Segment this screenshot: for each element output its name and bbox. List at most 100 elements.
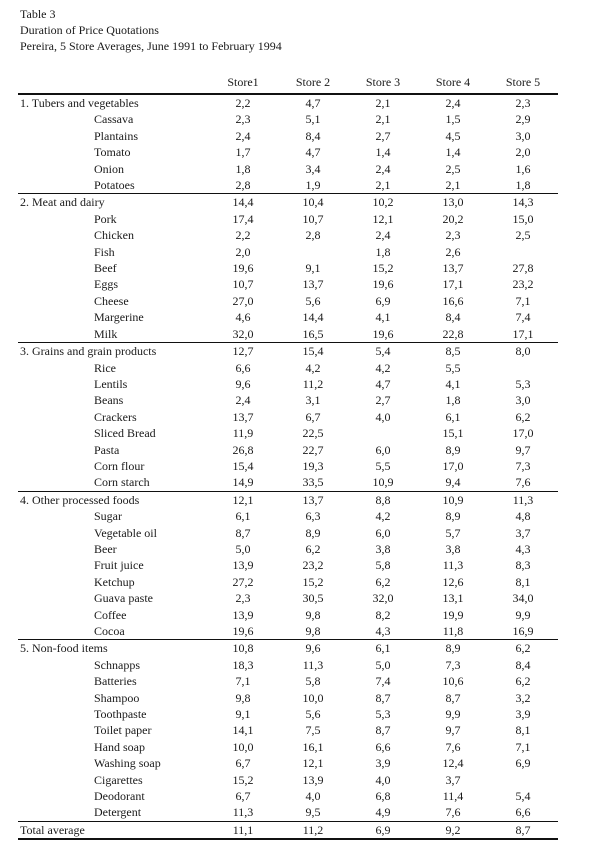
value-cell: 11,2: [278, 820, 348, 841]
item-row: Cocoa 19,6 9,8 4,3 11,8 16,9: [18, 623, 558, 640]
value-cell: 3,0: [515, 393, 531, 408]
value-cell: 34,0: [512, 591, 534, 606]
value-cell: [488, 360, 558, 376]
value-cell: 4,3: [375, 624, 391, 638]
value-cell: 4,3: [515, 541, 531, 556]
value-cell: 2,3: [488, 93, 558, 112]
value-cell: 8,1: [515, 574, 531, 589]
value-cell: 17,0: [442, 458, 464, 473]
value-cell: 3,1: [305, 393, 321, 408]
value-cell: 4,1: [445, 376, 461, 391]
value-cell: 20,2: [442, 211, 464, 226]
table-title: Duration of Price Quotations: [20, 23, 159, 37]
row-label: Tomato: [94, 145, 131, 160]
value-cell: 9,5: [305, 805, 321, 820]
value-cell: 10,9: [418, 490, 488, 509]
column-header: Store 5: [488, 68, 558, 95]
value-cell: 4,8: [515, 509, 531, 524]
value-cell: 7,4: [515, 310, 531, 325]
item-row: Ketchup 27,2 15,2 6,2 12,6 8,1: [18, 574, 558, 590]
value-cell: 10,2: [348, 193, 418, 211]
value-cell: 16,1: [302, 739, 324, 754]
value-cell: 13,7: [302, 277, 324, 292]
value-cell: 9,6: [278, 639, 348, 657]
item-row: Deodorant 6,7 4,0 6,8 11,4 5,4: [18, 788, 558, 804]
value-cell: 11,2: [302, 376, 324, 391]
row-label: Sliced Bread: [94, 426, 156, 441]
value-cell: 6,1: [445, 409, 461, 424]
row-label: Sugar: [94, 509, 122, 524]
value-cell: 7,5: [305, 723, 321, 738]
value-cell: 27,0: [232, 293, 254, 308]
value-cell: 8,2: [375, 607, 391, 622]
value-cell: 10,6: [442, 674, 464, 689]
value-cell: [488, 772, 558, 788]
value-cell: 1,7: [235, 145, 251, 160]
value-cell: 8,9: [305, 525, 321, 540]
value-cell: 22,5: [302, 426, 324, 441]
item-row: Beans 2,4 3,1 2,7 1,8 3,0: [18, 392, 558, 408]
value-cell: 13,0: [418, 193, 488, 211]
value-cell: 2,2: [208, 93, 278, 112]
item-row: Chicken 2,2 2,8 2,4 2,3 2,5: [18, 227, 558, 243]
value-cell: 6,7: [235, 756, 251, 771]
value-cell: 32,0: [232, 326, 254, 341]
value-cell: 16,9: [512, 624, 534, 638]
value-cell: 6,3: [305, 509, 321, 524]
value-cell: 10,9: [372, 475, 394, 490]
item-row: Corn starch 14,9 33,5 10,9 9,4 7,6: [18, 474, 558, 491]
value-cell: 10,0: [232, 739, 254, 754]
value-cell: 4,6: [235, 310, 251, 325]
value-cell: 7,6: [445, 739, 461, 754]
value-cell: 3,4: [305, 161, 321, 176]
value-cell: 8,7: [235, 525, 251, 540]
row-label: Schnapps: [94, 657, 140, 672]
row-label: Cocoa: [94, 624, 125, 638]
value-cell: 2,7: [375, 128, 391, 143]
item-row: Onion 1,8 3,4 2,4 2,5 1,6: [18, 161, 558, 177]
value-cell: 1,4: [445, 145, 461, 160]
value-cell: 5,7: [445, 525, 461, 540]
item-row: Crackers 13,7 6,7 4,0 6,1 6,2: [18, 409, 558, 425]
row-label: 2. Meat and dairy: [18, 193, 208, 211]
value-cell: 4,7: [375, 376, 391, 391]
value-cell: 9,8: [305, 607, 321, 622]
value-cell: 3,7: [445, 772, 461, 787]
value-cell: 14,3: [488, 193, 558, 211]
value-cell: 3,8: [375, 541, 391, 556]
value-cell: 13,7: [278, 490, 348, 509]
value-cell: 4,7: [278, 93, 348, 112]
value-cell: 7,1: [515, 739, 531, 754]
value-cell: 19,6: [372, 277, 394, 292]
row-label: Cigarettes: [94, 772, 143, 787]
value-cell: 8,5: [418, 342, 488, 360]
value-cell: 7,6: [515, 475, 531, 490]
row-label: Pasta: [94, 442, 120, 457]
value-cell: 22,7: [302, 442, 324, 457]
row-label: Fish: [94, 244, 115, 259]
value-cell: 12,7: [208, 342, 278, 360]
value-cell: 5,1: [305, 112, 321, 127]
value-cell: 2,1: [375, 112, 391, 127]
value-cell: 16,6: [442, 293, 464, 308]
value-cell: 6,2: [305, 541, 321, 556]
value-cell: 8,4: [445, 310, 461, 325]
value-cell: 12,6: [442, 574, 464, 589]
value-cell: 1,8: [235, 161, 251, 176]
value-cell: 9,1: [305, 261, 321, 276]
value-cell: 7,1: [515, 293, 531, 308]
value-cell: 2,7: [375, 393, 391, 408]
row-label: Fruit juice: [94, 558, 144, 573]
value-cell: 8,9: [445, 442, 461, 457]
item-row: Corn flour 15,4 19,3 5,5 17,0 7,3: [18, 458, 558, 474]
value-cell: 2,9: [515, 112, 531, 127]
value-cell: 19,9: [442, 607, 464, 622]
value-cell: 15,2: [232, 772, 254, 787]
value-cell: 8,3: [515, 558, 531, 573]
value-cell: 3,8: [445, 541, 461, 556]
value-cell: 6,1: [348, 639, 418, 657]
value-cell: 11,3: [302, 657, 324, 672]
item-row: Toilet paper 14,1 7,5 8,7 9,7 8,1: [18, 722, 558, 738]
row-label: Milk: [94, 326, 118, 341]
row-label: Corn flour: [94, 458, 145, 473]
